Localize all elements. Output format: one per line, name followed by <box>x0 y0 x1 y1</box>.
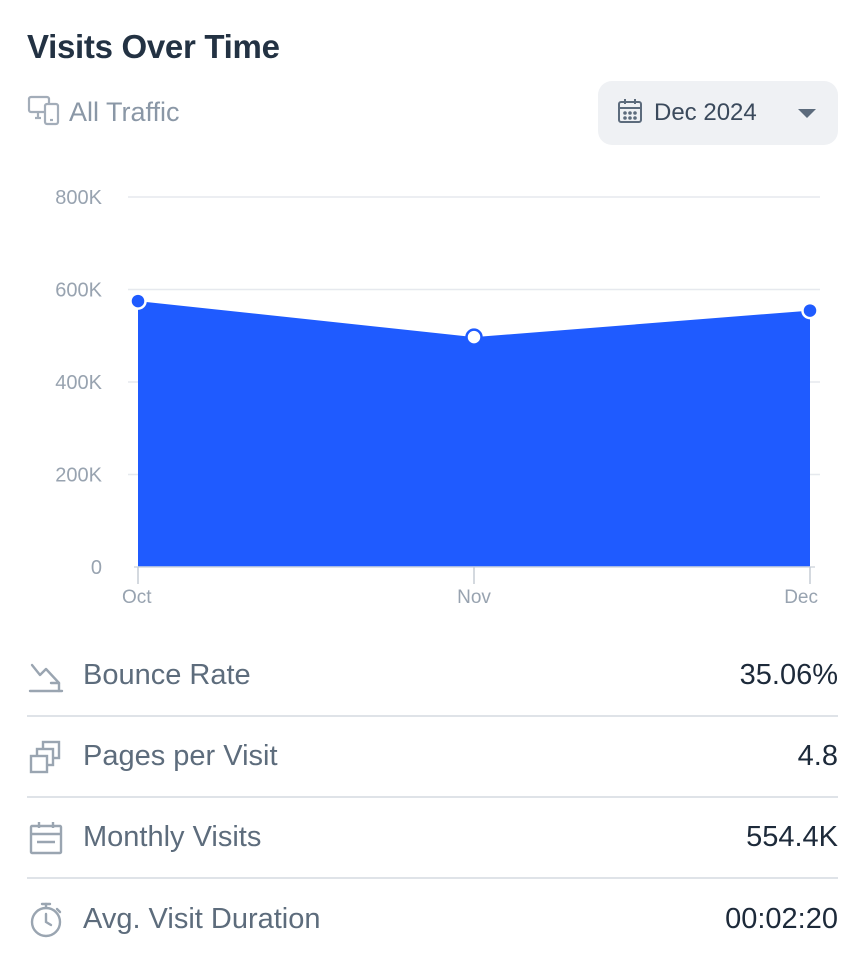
calendar-icon <box>616 97 644 130</box>
data-point <box>129 292 147 310</box>
data-point <box>465 328 483 346</box>
metric-label: Pages per Visit <box>83 740 278 772</box>
traffic-label: All Traffic <box>69 96 180 127</box>
chevron-down-icon <box>798 109 816 118</box>
stopwatch-icon <box>27 901 65 939</box>
x-tick-label: Dec <box>784 587 818 608</box>
calendar-icon <box>27 819 65 857</box>
metric-row-monthly-visits: Monthly Visits 554.4K <box>27 798 838 879</box>
y-tick-label: 800K <box>55 187 102 209</box>
metric-value: 35.06% <box>739 659 838 691</box>
metric-row-pages-per-visit: Pages per Visit 4.8 <box>27 717 838 798</box>
area-series <box>138 301 810 567</box>
x-tick-label: Oct <box>122 587 152 608</box>
metric-value: 554.4K <box>746 821 838 853</box>
metric-label: Avg. Visit Duration <box>83 903 321 935</box>
metric-label: Monthly Visits <box>83 821 262 853</box>
widget-title: Visits Over Time <box>27 28 280 65</box>
devices-icon <box>27 93 61 132</box>
y-tick-label: 600K <box>55 280 102 302</box>
pages-stack-icon <box>27 738 65 776</box>
date-select-value: Dec 2024 <box>654 99 757 126</box>
data-point <box>801 301 819 320</box>
metrics-list: Bounce Rate 35.06% Pages per Visit 4.8 M… <box>27 636 838 960</box>
metric-value: 4.8 <box>797 740 838 772</box>
metric-row-bounce-rate: Bounce Rate 35.06% <box>27 636 838 717</box>
metric-value: 00:02:20 <box>725 903 838 935</box>
metric-label: Bounce Rate <box>83 659 251 691</box>
metric-row-avg-visit-duration: Avg. Visit Duration 00:02:20 <box>27 879 838 960</box>
visits-area-chart: 0 200K 400K 600K 800K Oct Nov Dec <box>55 187 820 608</box>
traffic-filter[interactable]: All Traffic <box>27 94 180 130</box>
y-tick-label: 400K <box>55 372 102 394</box>
trend-down-icon <box>27 657 65 695</box>
x-tick-label: Nov <box>457 587 491 608</box>
y-tick-label: 0 <box>91 557 102 579</box>
date-select[interactable]: Dec 2024 <box>598 81 838 145</box>
y-tick-label: 200K <box>55 465 102 487</box>
